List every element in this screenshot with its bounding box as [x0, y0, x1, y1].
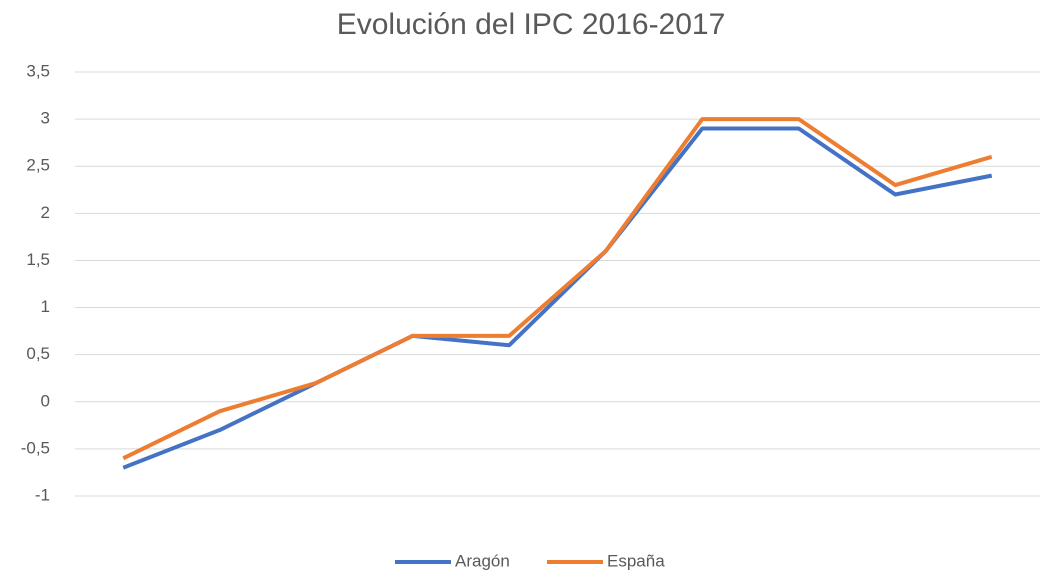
y-tick-label: 2 [41, 203, 50, 222]
data-line [122, 126, 993, 470]
y-tick-label: 2,5 [26, 156, 50, 175]
legend-label: España [607, 551, 665, 570]
y-tick-label: 0 [41, 391, 50, 410]
y-tick-label: 1 [41, 297, 50, 316]
y-tick-label: 1,5 [26, 250, 50, 269]
chart-title: Evolución del IPC 2016-2017 [337, 8, 726, 41]
y-tick-label: -0,5 [21, 438, 50, 457]
y-tick-label: 3 [41, 109, 50, 128]
data-line [122, 117, 993, 461]
legend-label: Aragón [455, 551, 510, 570]
y-tick-label: 3,5 [26, 61, 50, 80]
y-tick-label: -1 [35, 485, 50, 504]
y-tick-label: 0,5 [26, 344, 50, 363]
